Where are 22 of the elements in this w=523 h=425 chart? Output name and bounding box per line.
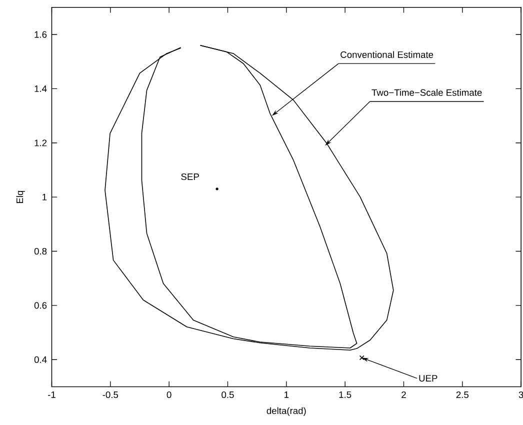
annotation: UEP: [419, 375, 438, 382]
x-tick-label: -0.5: [102, 391, 118, 398]
annotation: Conventional Estimate: [340, 51, 434, 58]
x-tick-label: 1: [284, 391, 289, 398]
y-tick-label: 1.4: [34, 85, 47, 92]
x-tick-label: 0.5: [222, 391, 234, 398]
y-tick-label: 1.6: [34, 31, 47, 38]
x-tick-label: 0: [166, 391, 172, 398]
y-tick-label: 0.8: [34, 248, 47, 255]
y-tick-label: 0.4: [34, 356, 47, 363]
x-axis-title: delta(rad): [266, 407, 306, 416]
x-tick-label: 3: [518, 391, 523, 398]
annotation: SEP: [181, 173, 199, 180]
x-tick-label: -1: [48, 391, 56, 398]
x-tick-label: 2: [402, 391, 406, 398]
y-tick-label: 1.2: [34, 140, 47, 146]
y-tick-label: 1: [42, 194, 47, 200]
y-tick-label: 0.6: [34, 302, 47, 309]
x-tick-label: 2.5: [456, 391, 468, 398]
annotation: Two−Time−Scale Estimate: [372, 89, 482, 96]
y-axis-title: Elq: [16, 190, 25, 204]
x-tick-label: 1.5: [339, 391, 352, 398]
